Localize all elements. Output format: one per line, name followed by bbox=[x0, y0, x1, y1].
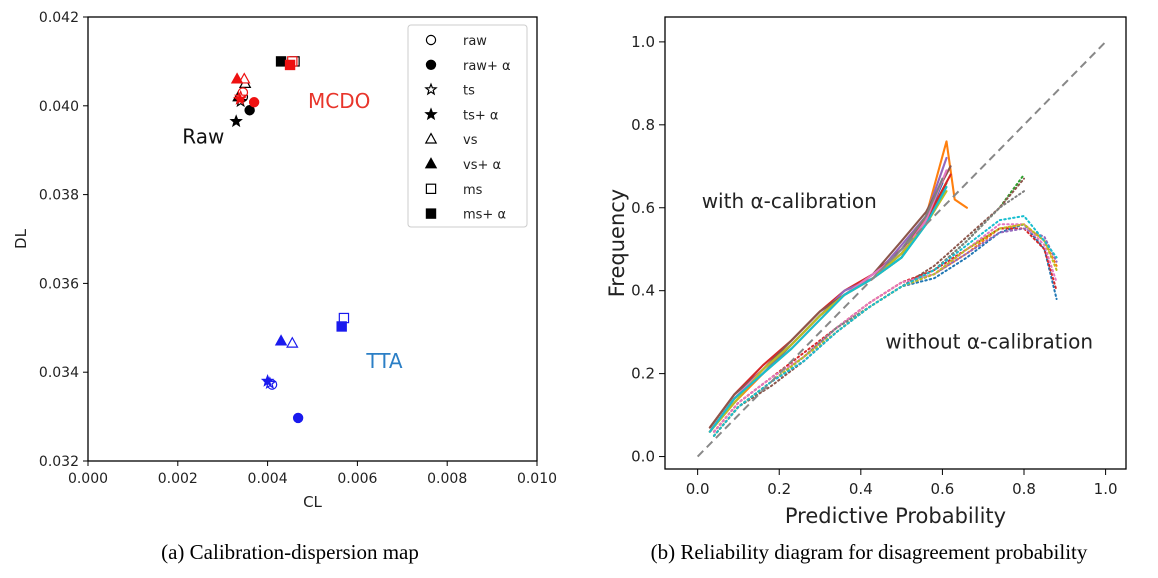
legend-label: raw+ α bbox=[463, 59, 511, 74]
figure-canvas: 0.000 0.002 0.004 0.006 0.008 0.010 0.032 0.034… bbox=[12, 10, 1127, 528]
y-tick-label: 0.4 bbox=[631, 282, 655, 300]
x-tick-label: 0.2 bbox=[767, 480, 791, 498]
x-tick-label: 0.004 bbox=[248, 471, 288, 487]
annotation-1: without α-calibration bbox=[885, 330, 1093, 354]
legend-marker-0 bbox=[425, 34, 437, 46]
legend-label: ts+ α bbox=[463, 108, 498, 123]
legend-label: ms+ α bbox=[463, 208, 506, 223]
y-tick-label: 0.032 bbox=[39, 454, 79, 470]
series-without-18 bbox=[713, 223, 1058, 437]
legend-marker-7 bbox=[425, 208, 437, 219]
series-with-9 bbox=[708, 185, 948, 433]
legend-label: ms bbox=[463, 183, 483, 198]
legend-marker-5 bbox=[424, 157, 438, 169]
point-tta-1 bbox=[292, 412, 304, 424]
series-with-3 bbox=[708, 173, 952, 429]
y-tick-label: 0.040 bbox=[39, 99, 79, 115]
point-tta-7 bbox=[336, 321, 347, 332]
point-mcdo-3 bbox=[233, 92, 247, 105]
series-with-1 bbox=[708, 140, 968, 433]
series-without-16 bbox=[713, 223, 1058, 433]
point-raw-1 bbox=[244, 105, 255, 116]
x-tick-label: 0.8 bbox=[1012, 480, 1036, 498]
reliability-diagram-chart: 0.0 0.2 0.4 0.6 0.8 1.0 0.0 0.2 0.4 0.6 0.8 1.0 Pred… bbox=[605, 16, 1127, 528]
legend-marker-4 bbox=[424, 132, 438, 144]
y-tick-label: 0.034 bbox=[39, 365, 79, 381]
annotation-0: with α-calibration bbox=[702, 189, 877, 213]
x-tick-label: 0.010 bbox=[517, 471, 557, 487]
y-tick-label: 0.6 bbox=[631, 199, 655, 217]
x-tick-label: 0.0 bbox=[686, 480, 710, 498]
y-tick-label: 0.038 bbox=[39, 188, 79, 204]
y-tick-label: 0.0 bbox=[631, 448, 655, 466]
y-axis-label: DL bbox=[12, 228, 30, 249]
series-without-12 bbox=[713, 173, 1025, 437]
annotation-raw: Raw bbox=[182, 125, 224, 149]
x-tick-label: 0.002 bbox=[158, 471, 198, 487]
x-axis-label: CL bbox=[303, 493, 322, 511]
calibration-dispersion-chart: 0.000 0.002 0.004 0.006 0.008 0.010 0.032 0.034… bbox=[12, 10, 557, 511]
annotation-mcdo: MCDO bbox=[308, 89, 370, 113]
legend-marker-3 bbox=[424, 107, 438, 121]
x-tick-label: 0.6 bbox=[930, 480, 954, 498]
y-tick-label: 0.042 bbox=[39, 10, 79, 26]
legend-box bbox=[407, 24, 528, 228]
legend-label: vs bbox=[463, 133, 478, 148]
series-without-19 bbox=[713, 215, 1058, 437]
perfect-calibration-diagonal bbox=[696, 41, 1107, 458]
series-without-11 bbox=[713, 223, 1058, 433]
point-mcdo-7 bbox=[284, 59, 296, 71]
x-tick-label: 0.008 bbox=[427, 471, 467, 487]
legend-marker-6 bbox=[425, 183, 437, 194]
legend-marker-2 bbox=[424, 82, 438, 96]
point-tta-3 bbox=[260, 373, 275, 387]
legend-label: raw bbox=[463, 34, 487, 49]
point-tta-6 bbox=[338, 312, 350, 324]
point-tta-5 bbox=[274, 334, 288, 346]
x-tick-label: 0.006 bbox=[337, 471, 377, 487]
y-tick-label: 0.036 bbox=[39, 276, 79, 292]
point-mcdo-1 bbox=[248, 97, 260, 108]
legend-label: ts bbox=[463, 84, 475, 99]
legend-marker-1 bbox=[425, 59, 437, 71]
series-with-5 bbox=[708, 165, 952, 429]
point-raw-3 bbox=[229, 114, 243, 128]
y-tick-label: 1.0 bbox=[631, 33, 655, 51]
x-axis-label: Predictive Probability bbox=[785, 504, 1006, 528]
annotation-tta: TTA bbox=[365, 349, 403, 373]
y-tick-label: 0.8 bbox=[631, 116, 655, 134]
plot-frame bbox=[664, 16, 1127, 470]
plot-frame bbox=[87, 16, 538, 462]
caption-a: (a) Calibration-dispersion map bbox=[161, 540, 419, 564]
x-tick-label: 1.0 bbox=[1094, 480, 1118, 498]
point-raw-7 bbox=[275, 56, 287, 67]
x-tick-label: 0.000 bbox=[68, 471, 108, 487]
legend-label: vs+ α bbox=[463, 158, 501, 173]
series-without-14 bbox=[713, 227, 1058, 437]
y-axis-label: Frequency bbox=[605, 189, 629, 298]
y-tick-label: 0.2 bbox=[631, 365, 655, 383]
point-tta-4 bbox=[286, 336, 299, 348]
point-mcdo-5 bbox=[230, 72, 244, 84]
caption-b: (b) Reliability diagram for disagreement… bbox=[650, 540, 1088, 564]
x-tick-label: 0.4 bbox=[849, 480, 873, 498]
